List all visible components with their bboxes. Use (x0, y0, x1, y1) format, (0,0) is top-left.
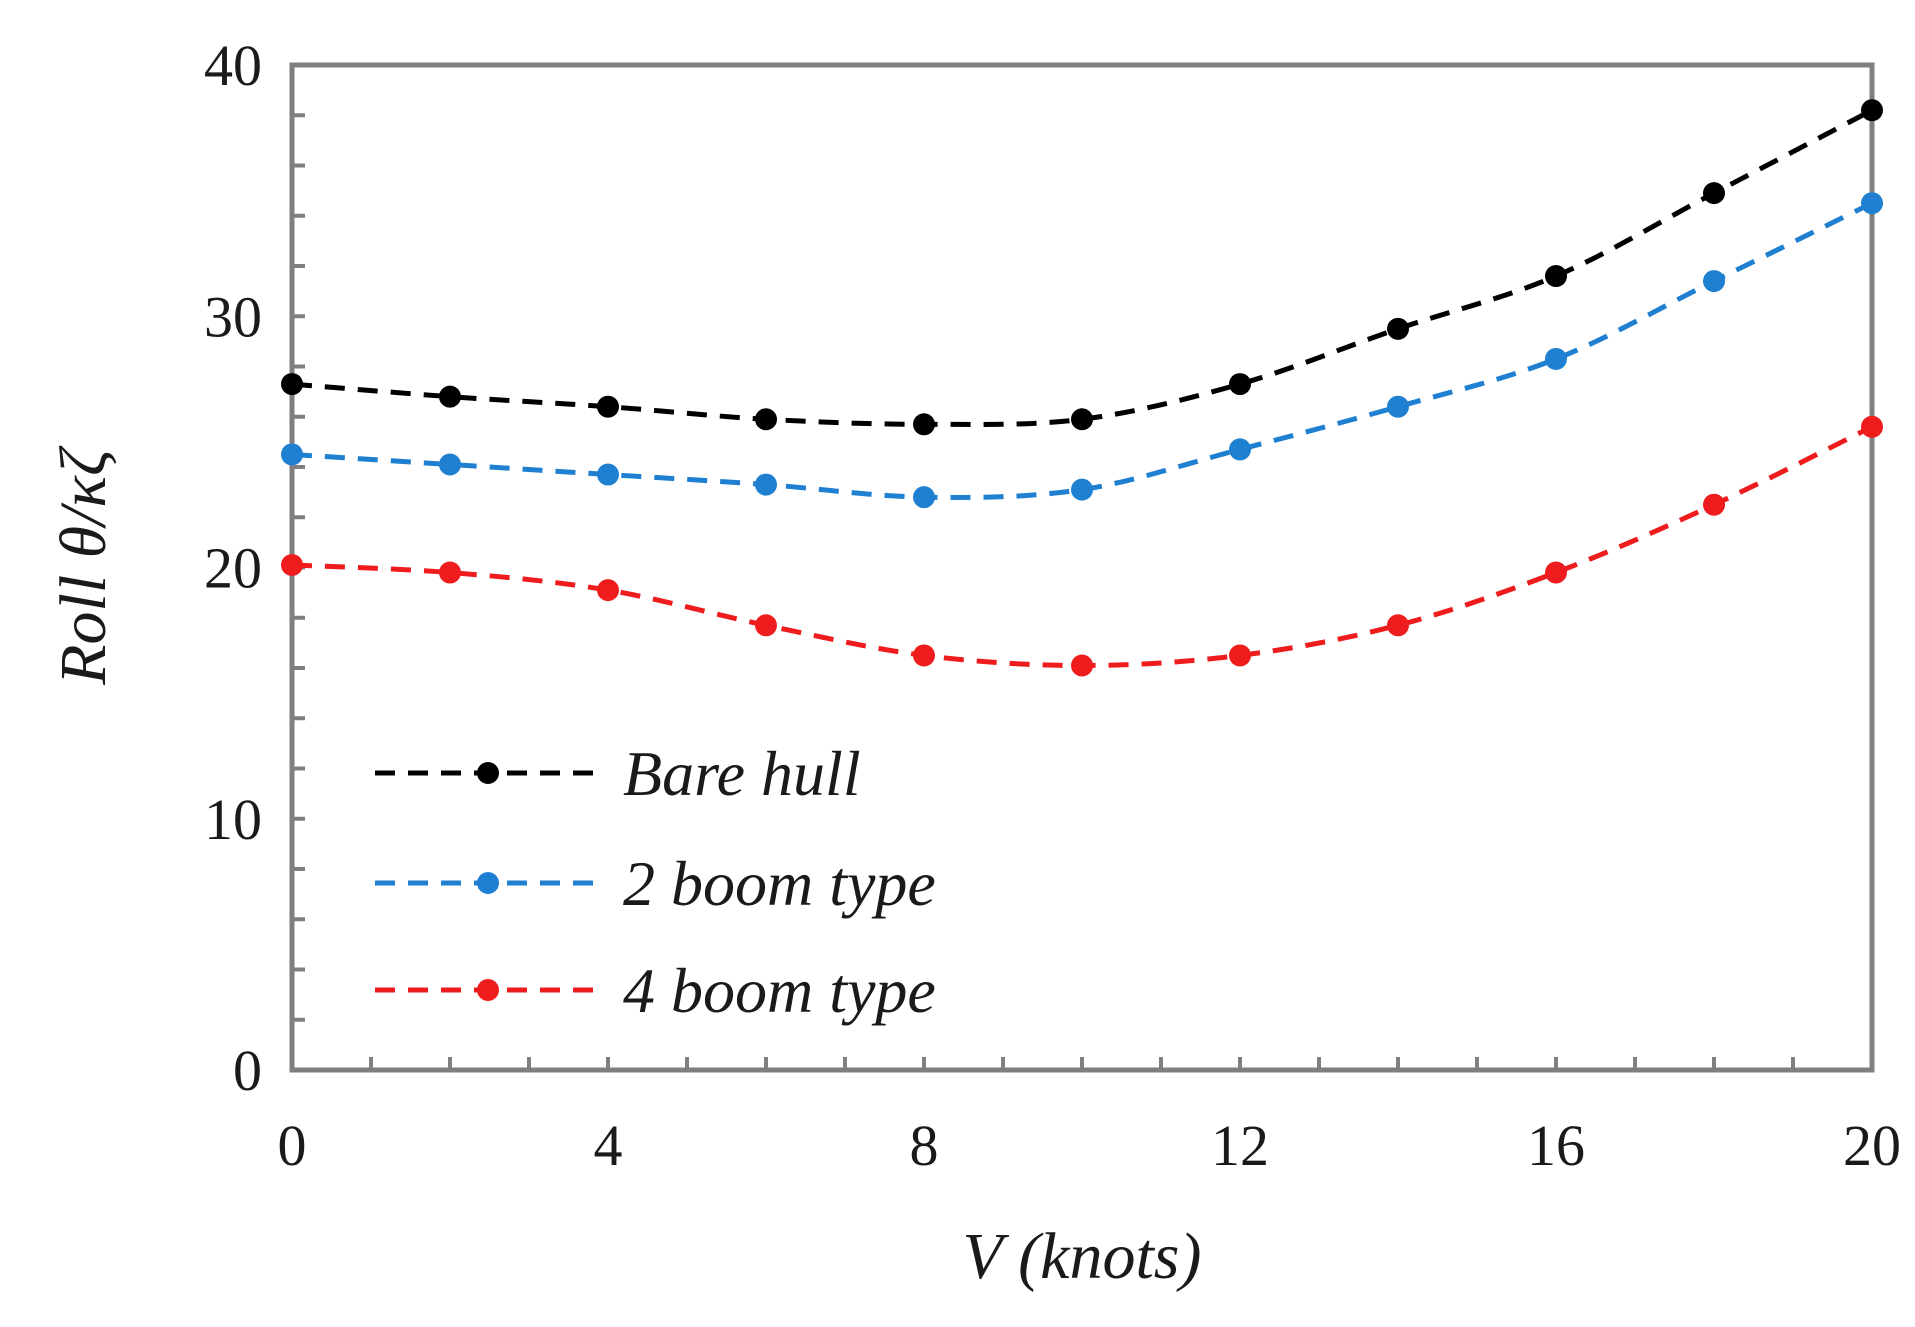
data-point-4-boom-type (913, 644, 935, 667)
x-tick-label: 12 (1211, 1113, 1269, 1178)
data-point-4-boom-type (439, 561, 461, 584)
y-tick-labels: 0 10 20 30 40 (204, 33, 262, 1103)
x-tick-label: 20 (1843, 1113, 1901, 1178)
series-line-2-boom-type (291, 200, 1874, 500)
y-tick-label: 40 (204, 33, 262, 98)
data-point-2-boom-type (913, 486, 935, 509)
data-point-4-boom-type (1703, 493, 1725, 516)
legend: Bare hull 2 boom type 4 boom type (375, 738, 936, 1026)
y-axis-title: Roll θ/κζ (47, 445, 120, 686)
x-tick-labels: 0 4 8 12 16 20 (278, 1113, 1902, 1178)
data-point-2-boom-type (1703, 270, 1725, 293)
data-point-bare-hull (597, 395, 619, 418)
series-line-bare-hull (291, 108, 1874, 427)
data-point-4-boom-type (1071, 654, 1093, 677)
data-point-2-boom-type (755, 473, 777, 496)
data-point-2-boom-type (597, 463, 619, 486)
data-point-bare-hull (1861, 99, 1883, 122)
data-point-2-boom-type (1861, 192, 1883, 215)
y-tick-label: 30 (204, 284, 262, 349)
data-point-bare-hull (755, 408, 777, 431)
data-point-2-boom-type (1387, 395, 1409, 418)
y-tick-label: 20 (204, 536, 262, 601)
data-point-4-boom-type (597, 579, 619, 602)
series-layer (281, 99, 1883, 677)
series-2-boom-type (281, 192, 1883, 509)
minor-ticks (290, 63, 1874, 1072)
series-line-4-boom-type (291, 424, 1874, 668)
data-point-4-boom-type (281, 553, 303, 576)
data-point-bare-hull (281, 373, 303, 396)
x-tick-label: 16 (1527, 1113, 1585, 1178)
legend-item-2-boom-type: 2 boom type (375, 848, 936, 919)
x-tick-label: 0 (278, 1113, 307, 1178)
y-tick-label: 0 (233, 1038, 262, 1103)
x-tick-label: 4 (594, 1113, 623, 1178)
legend-label-bare-hull: Bare hull (623, 738, 861, 809)
data-point-2-boom-type (1071, 478, 1093, 501)
data-point-2-boom-type (439, 453, 461, 476)
data-point-bare-hull (1387, 317, 1409, 340)
legend-marker-2-boom-type (477, 872, 499, 894)
data-point-4-boom-type (1861, 415, 1883, 438)
data-point-2-boom-type (1229, 438, 1251, 461)
data-point-4-boom-type (1545, 561, 1567, 584)
legend-marker-4-boom-type (477, 979, 499, 1001)
data-point-4-boom-type (1387, 614, 1409, 637)
plot-area-frame (289, 62, 1875, 1073)
data-point-bare-hull (1545, 265, 1567, 288)
data-point-bare-hull (1229, 373, 1251, 396)
legend-label-2-boom-type: 2 boom type (623, 848, 936, 919)
data-point-4-boom-type (755, 614, 777, 637)
x-tick-label: 8 (910, 1113, 939, 1178)
data-point-2-boom-type (281, 443, 303, 466)
data-point-2-boom-type (1545, 347, 1567, 370)
data-point-4-boom-type (1229, 644, 1251, 667)
data-point-bare-hull (1071, 408, 1093, 431)
data-point-bare-hull (1703, 182, 1725, 205)
series-bare-hull (281, 99, 1883, 436)
data-point-bare-hull (439, 385, 461, 408)
data-point-bare-hull (913, 413, 935, 436)
legend-item-4-boom-type: 4 boom type (375, 955, 936, 1026)
series-4-boom-type (281, 415, 1883, 677)
legend-marker-bare-hull (477, 762, 499, 784)
y-tick-label: 10 (204, 787, 262, 852)
legend-item-bare-hull: Bare hull (375, 738, 861, 809)
legend-label-4-boom-type: 4 boom type (623, 955, 936, 1026)
x-axis-title: V (knots) (963, 1220, 1202, 1293)
